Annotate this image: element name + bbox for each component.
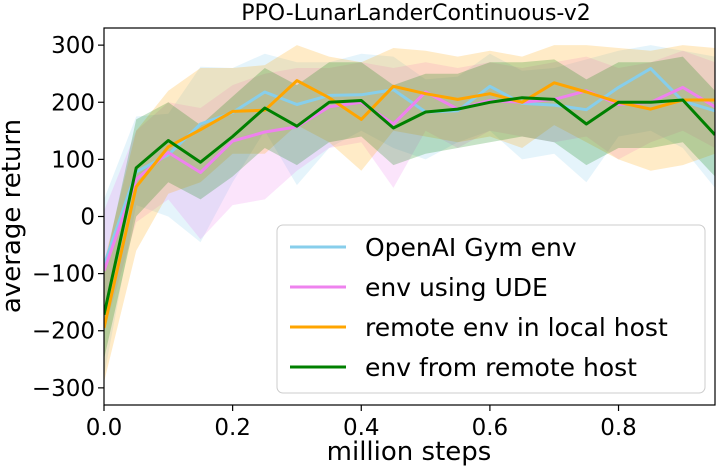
line-openai-gym-env	[104, 67, 715, 266]
confidence-bands	[104, 45, 715, 383]
x-tick-label: 0.2	[214, 415, 251, 441]
band-env-from-remote-host	[104, 56, 715, 360]
x-axis-label: million steps	[327, 437, 492, 466]
line-env-using-ude	[104, 85, 715, 272]
legend: OpenAI Gym env env using UDE remote env in…	[276, 224, 706, 394]
legend-items: OpenAI Gym env env using UDE remote env in…	[290, 233, 668, 382]
legend-label-remote-env-in-local-host: remote env in local host	[365, 313, 668, 342]
band-env-using-ude	[104, 50, 715, 331]
x-tick-label: 0.6	[472, 415, 509, 441]
x-tick-label: 0.0	[86, 415, 123, 441]
x-tick-label: 0.8	[600, 415, 637, 441]
legend-box	[276, 224, 706, 394]
y-tick-label: −100	[32, 262, 95, 288]
x-tick-label: 0.4	[343, 415, 380, 441]
y-tick-label: 200	[51, 90, 95, 116]
y-axis-ticks: −300 −200 −100 0 100 200 300	[32, 33, 104, 402]
y-tick-label: 100	[51, 147, 95, 173]
legend-label-env-using-ude: env using UDE	[365, 273, 548, 302]
band-remote-env-in-local-host	[104, 45, 715, 383]
y-tick-label: 300	[51, 33, 95, 59]
band-openai-gym-env	[104, 45, 715, 377]
x-axis-ticks: 0.0 0.2 0.4 0.6 0.8	[86, 405, 637, 441]
chart-title: PPO-LunarLanderContinuous-v2	[241, 1, 591, 26]
y-tick-label: −300	[32, 376, 95, 402]
legend-label-env-from-remote-host: env from remote host	[365, 353, 637, 382]
y-tick-label: 0	[80, 205, 95, 231]
series-lines	[104, 67, 715, 329]
legend-label-openai-gym-env: OpenAI Gym env	[365, 233, 577, 262]
line-env-from-remote-host	[104, 96, 715, 316]
y-axis-label: average return	[0, 119, 27, 313]
line-remote-env-in-local-host	[104, 79, 715, 329]
y-tick-label: −200	[32, 319, 95, 345]
